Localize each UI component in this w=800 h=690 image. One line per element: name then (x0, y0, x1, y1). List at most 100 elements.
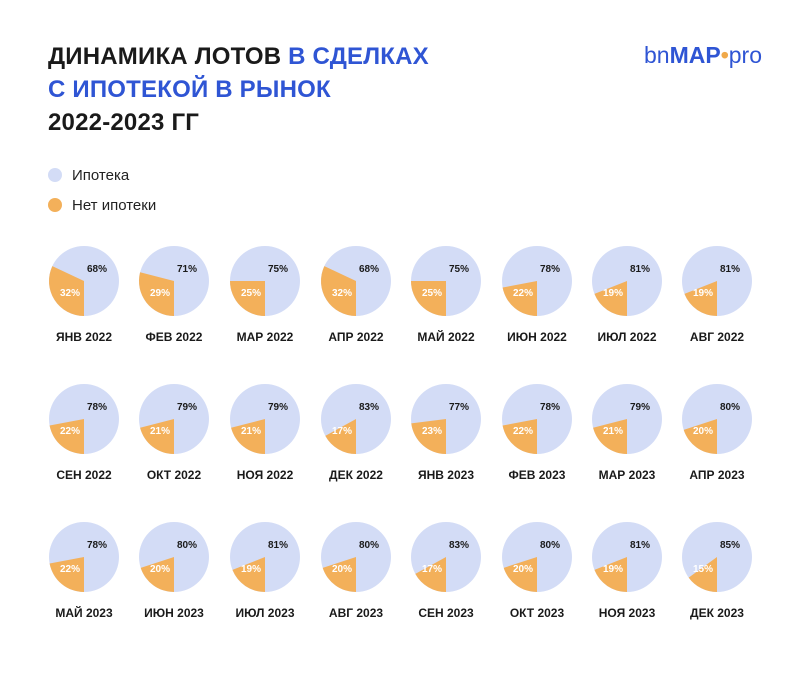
legend-item-no-mortgage: Нет ипотеки (48, 190, 156, 220)
slice-no-mortgage (321, 266, 356, 316)
month-label: ДЕК 2023 (690, 606, 744, 620)
pie-окт-2023: 80% 20% ОКТ 2023 (502, 522, 572, 620)
slice-no-mortgage (49, 557, 84, 592)
label-mortgage: 78% (87, 402, 107, 413)
month-label: ИЮН 2023 (144, 606, 204, 620)
month-label: ОКТ 2023 (510, 606, 565, 620)
label-mortgage: 83% (359, 402, 379, 413)
label-no-mortgage: 25% (422, 288, 442, 299)
label-mortgage: 80% (540, 540, 560, 551)
label-mortgage: 75% (449, 264, 469, 275)
slice-no-mortgage (411, 419, 446, 454)
legend-swatch-no-mortgage (48, 198, 62, 212)
pie-июн-2023: 80% 20% ИЮН 2023 (139, 522, 209, 620)
label-mortgage: 80% (177, 540, 197, 551)
label-no-mortgage: 19% (693, 288, 713, 299)
month-label: МАЙ 2023 (55, 605, 113, 620)
pie-сен-2022: 78% 22% СЕН 2022 (49, 384, 119, 482)
label-mortgage: 75% (268, 264, 288, 275)
label-mortgage: 71% (177, 264, 197, 275)
month-label: АВГ 2022 (690, 330, 744, 344)
slice-no-mortgage (415, 557, 446, 592)
slice-no-mortgage (502, 281, 537, 316)
slice-no-mortgage (502, 419, 537, 454)
slice-no-mortgage (140, 557, 174, 592)
label-no-mortgage: 19% (603, 288, 623, 299)
month-label: ЯНВ 2023 (418, 468, 474, 482)
label-no-mortgage: 22% (60, 426, 80, 437)
pie-янв-2022: 68% 32% ЯНВ 2022 (48, 246, 119, 344)
slice-no-mortgage (49, 419, 84, 454)
slice-no-mortgage (231, 419, 265, 454)
pie-май-2022: 75% 25% МАЙ 2022 (411, 246, 481, 344)
pie-фев-2022: 71% 29% ФЕВ 2022 (139, 246, 209, 344)
month-label: ОКТ 2022 (147, 468, 202, 482)
label-no-mortgage: 20% (513, 564, 533, 575)
month-label: ИЮН 2022 (507, 330, 567, 344)
pie-ноя-2023: 81% 19% НОЯ 2023 (592, 522, 662, 620)
slice-no-mortgage (593, 419, 627, 454)
slice-no-mortgage (594, 281, 627, 316)
label-no-mortgage: 25% (241, 288, 261, 299)
label-mortgage: 81% (630, 264, 650, 275)
label-mortgage: 78% (540, 264, 560, 275)
label-no-mortgage: 22% (513, 426, 533, 437)
month-label: МАР 2022 (237, 330, 294, 344)
month-label: ЯНВ 2022 (56, 330, 112, 344)
month-label: ИЮЛ 2023 (236, 606, 295, 620)
label-no-mortgage: 29% (150, 288, 170, 299)
label-mortgage: 78% (87, 540, 107, 551)
slice-no-mortgage (684, 281, 717, 316)
label-mortgage: 81% (720, 264, 740, 275)
slice-no-mortgage (230, 281, 265, 316)
label-no-mortgage: 20% (693, 426, 713, 437)
label-no-mortgage: 20% (332, 564, 352, 575)
label-mortgage: 79% (630, 402, 650, 413)
legend-swatch-mortgage (48, 168, 62, 182)
slice-no-mortgage (48, 266, 84, 316)
title-line-1: ДИНАМИКА ЛОТОВ В СДЕЛКАХ (48, 40, 429, 73)
logo-pin-icon: • (720, 42, 729, 68)
title-line-3: 2022-2023 ГГ (48, 109, 200, 136)
label-no-mortgage: 22% (60, 564, 80, 575)
month-label: АПР 2022 (328, 330, 383, 344)
label-mortgage: 77% (449, 402, 469, 413)
label-no-mortgage: 23% (422, 426, 442, 437)
title-part-blue: В СДЕЛКАХ (288, 43, 429, 70)
month-label: МАР 2023 (599, 468, 656, 482)
slice-no-mortgage (232, 557, 265, 592)
legend: Ипотека Нет ипотеки (48, 160, 156, 220)
pie-июл-2022: 81% 19% ИЮЛ 2022 (592, 246, 662, 344)
label-mortgage: 81% (268, 540, 288, 551)
label-no-mortgage: 19% (241, 564, 261, 575)
label-no-mortgage: 17% (422, 564, 442, 575)
label-no-mortgage: 22% (513, 288, 533, 299)
logo-bn: bn (643, 42, 670, 68)
month-label: СЕН 2022 (56, 468, 112, 482)
pie-окт-2022: 79% 21% ОКТ 2022 (139, 384, 209, 482)
pie-май-2023: 78% 22% МАЙ 2023 (49, 522, 119, 620)
pie-июл-2023: 81% 19% ИЮЛ 2023 (230, 522, 300, 620)
title-part-black: ДИНАМИКА ЛОТОВ (48, 43, 289, 70)
month-label: МАЙ 2022 (417, 329, 475, 344)
label-mortgage: 79% (177, 402, 197, 413)
slice-no-mortgage (139, 272, 174, 316)
label-mortgage: 79% (268, 402, 288, 413)
label-mortgage: 80% (359, 540, 379, 551)
pie-авг-2023: 80% 20% АВГ 2023 (321, 522, 391, 620)
month-label: ИЮЛ 2022 (598, 330, 657, 344)
label-mortgage: 78% (540, 402, 560, 413)
chart-title: ДИНАМИКА ЛОТОВ В СДЕЛКАХ С ИПОТЕКОЙ В РЫ… (48, 40, 429, 139)
pie-фев-2023: 78% 22% ФЕВ 2023 (502, 384, 572, 482)
month-label: АПР 2023 (689, 468, 744, 482)
label-no-mortgage: 20% (150, 564, 170, 575)
pie-июн-2022: 78% 22% ИЮН 2022 (502, 246, 572, 344)
logo-map: MAP (669, 42, 721, 68)
month-label: НОЯ 2023 (599, 606, 656, 620)
slice-no-mortgage (688, 557, 717, 592)
label-no-mortgage: 21% (603, 426, 623, 437)
month-label: ДЕК 2022 (329, 468, 383, 482)
label-no-mortgage: 21% (150, 426, 170, 437)
label-mortgage: 83% (449, 540, 469, 551)
month-label: НОЯ 2022 (237, 468, 294, 482)
